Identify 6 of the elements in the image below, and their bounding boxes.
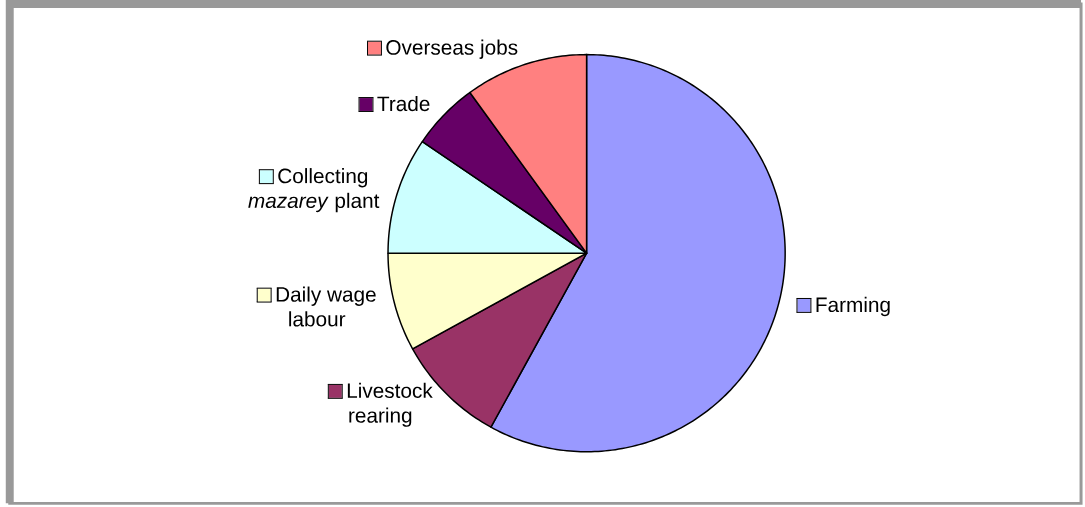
legend-label: Overseas jobs [386, 39, 518, 59]
legend-label: Farming [816, 296, 890, 317]
legend-label: Collecting mazarey plant [248, 167, 380, 212]
legend-label: Daily wage labour [276, 286, 376, 327]
legend-label: Livestock rearing [347, 382, 433, 427]
legend-label: Trade [377, 95, 430, 111]
